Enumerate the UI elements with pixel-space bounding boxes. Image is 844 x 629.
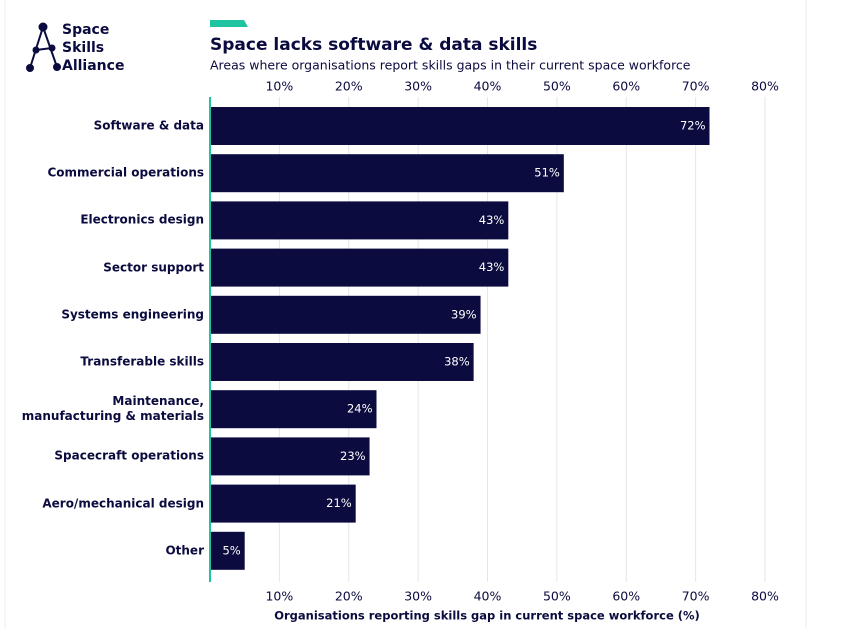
y-tick-label: Systems engineering <box>61 307 204 322</box>
value-label: 24% <box>347 402 373 416</box>
bar <box>210 390 377 429</box>
value-label: 43% <box>479 260 505 274</box>
bar <box>210 107 710 145</box>
logo-text: Space <box>62 22 109 38</box>
y-tick-label: Sector support <box>103 260 204 275</box>
x-tick-label: 80% <box>751 589 779 604</box>
x-tick-label: 60% <box>612 589 640 604</box>
x-tick-label: 30% <box>404 79 432 94</box>
value-label: 23% <box>340 449 366 463</box>
x-tick-label: 70% <box>682 589 710 604</box>
bar <box>210 248 509 287</box>
chart-subtitle: Areas where organisations report skills … <box>210 58 691 73</box>
bar <box>210 343 474 381</box>
x-tick-label: 60% <box>612 79 640 94</box>
y-tick-label: Software & data <box>93 118 204 133</box>
x-tick-label: 80% <box>751 79 779 94</box>
x-tick-label: 20% <box>335 79 363 94</box>
x-tick-label: 10% <box>265 79 293 94</box>
x-tick-label: 40% <box>474 79 502 94</box>
logo-text: Alliance <box>62 58 124 74</box>
value-label: 43% <box>479 213 505 227</box>
x-tick-label: 30% <box>404 589 432 604</box>
value-label: 5% <box>222 543 240 557</box>
x-tick-label: 70% <box>682 79 710 94</box>
y-tick-label: Other <box>165 543 204 558</box>
y-tick-label: Transferable skills <box>80 354 204 369</box>
value-label: 72% <box>680 119 706 133</box>
title-accent <box>210 20 248 27</box>
x-axis-title: Organisations reporting skills gap in cu… <box>274 609 700 623</box>
x-tick-label: 50% <box>543 589 571 604</box>
logo <box>26 22 61 72</box>
bar <box>210 531 245 570</box>
y-tick-label: Electronics design <box>80 212 204 227</box>
chart-title: Space lacks software & data skills <box>210 35 537 55</box>
value-label: 51% <box>534 166 560 180</box>
x-tick-label: 50% <box>543 79 571 94</box>
bar <box>210 437 370 476</box>
bar <box>210 154 564 193</box>
x-tick-label: 20% <box>335 589 363 604</box>
y-tick-label: Aero/mechanical design <box>42 496 204 511</box>
y-tick-label: Spacecraft operations <box>54 448 204 463</box>
value-label: 38% <box>444 355 470 369</box>
y-tick-label: Commercial operations <box>47 165 205 180</box>
bar <box>210 201 509 240</box>
logo-text: Skills <box>62 40 104 56</box>
value-label: 21% <box>326 496 352 510</box>
bar <box>210 295 481 334</box>
value-label: 39% <box>451 307 477 321</box>
bar <box>210 484 356 523</box>
x-tick-label: 40% <box>474 589 502 604</box>
y-tick-label: Maintenance, manufacturing & materials <box>21 394 204 424</box>
x-tick-label: 10% <box>265 589 293 604</box>
